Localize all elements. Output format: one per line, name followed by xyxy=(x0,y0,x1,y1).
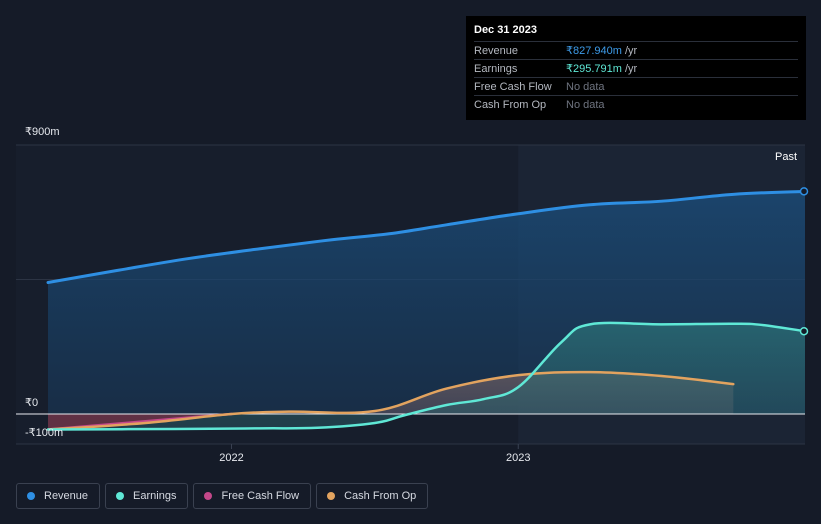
tooltip-row-label: Free Cash Flow xyxy=(474,80,552,93)
legend-item-revenue[interactable]: Revenue xyxy=(16,483,101,509)
tooltip-row: Free Cash Flow No data xyxy=(474,77,798,95)
tooltip: Dec 31 2023 Revenue ₹827.940m/yr Earnings ₹… xyxy=(466,16,806,120)
area-earnings xyxy=(48,322,805,430)
legend-item-earnings[interactable]: Earnings xyxy=(105,483,189,509)
tooltip-row-label: Revenue xyxy=(474,44,519,57)
y-tick-label: ₹0 xyxy=(25,397,38,409)
legend-dot-icon xyxy=(27,492,35,500)
legend-label: Cash From Op xyxy=(344,490,417,502)
series-line-earnings xyxy=(46,321,807,431)
tooltip-date: Dec 31 2023 xyxy=(474,24,537,36)
legend-dot-icon xyxy=(204,492,213,500)
series-line-cash-from-op xyxy=(46,370,735,431)
past-label: Past xyxy=(775,151,797,163)
legend-dot-icon xyxy=(116,492,125,500)
legend-label: Free Cash Flow xyxy=(221,490,300,502)
legend-item-free-cash-flow[interactable]: Free Cash Flow xyxy=(193,483,312,509)
legend-label: Earnings xyxy=(133,490,177,502)
tooltip-row: Cash From Op No data xyxy=(474,95,798,113)
tooltip-row-unit: /yr xyxy=(624,62,638,75)
tooltip-row: Earnings ₹295.791m/yr xyxy=(474,59,798,77)
y-tick-label: -₹100m xyxy=(25,427,63,439)
x-tick-label: 2023 xyxy=(506,452,530,464)
tooltip-row-label: Earnings xyxy=(474,62,518,75)
x-tick-label: 2022 xyxy=(219,452,243,464)
legend-label: Revenue xyxy=(44,490,89,502)
y-tick-label: ₹900m xyxy=(25,126,60,138)
end-marker-revenue xyxy=(799,187,809,196)
tooltip-row-value: ₹295.791m xyxy=(566,63,622,75)
legend-item-cash-from-op[interactable]: Cash From Op xyxy=(316,483,429,509)
legend: Revenue Earnings Free Cash Flow Cash From O… xyxy=(16,483,429,511)
tooltip-row-value: No data xyxy=(566,80,605,93)
tooltip-row-unit: /yr xyxy=(624,44,638,57)
tooltip-row-value: No data xyxy=(566,98,605,111)
end-marker-earnings xyxy=(799,326,809,336)
tooltip-row-value: ₹827.940m xyxy=(566,45,622,57)
tooltip-row: Revenue ₹827.940m/yr xyxy=(474,41,798,59)
legend-dot-icon xyxy=(327,492,336,500)
tooltip-row-label: Cash From Op xyxy=(474,98,547,111)
series-line-revenue xyxy=(46,189,807,284)
